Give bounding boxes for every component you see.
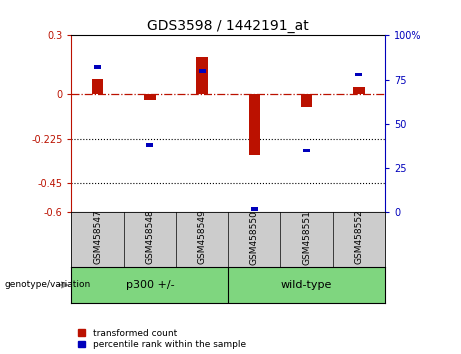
Text: wild-type: wild-type	[281, 280, 332, 290]
Bar	[353, 86, 365, 95]
Title: GDS3598 / 1442191_at: GDS3598 / 1442191_at	[148, 19, 309, 33]
Text: genotype/variation: genotype/variation	[5, 280, 91, 290]
Text: GSM458549: GSM458549	[198, 210, 207, 264]
Bar	[248, 95, 260, 155]
Text: GSM458551: GSM458551	[302, 210, 311, 264]
Bar	[355, 73, 362, 76]
Text: GSM458552: GSM458552	[355, 210, 363, 264]
Text: GSM458550: GSM458550	[250, 210, 259, 264]
Bar	[92, 79, 103, 95]
Text: GSM458547: GSM458547	[93, 210, 102, 264]
Text: GSM458548: GSM458548	[145, 210, 154, 264]
Bar	[303, 149, 310, 152]
Bar	[144, 95, 155, 100]
Bar	[199, 69, 206, 73]
Text: p300 +/-: p300 +/-	[125, 280, 174, 290]
Bar	[251, 207, 258, 211]
Bar	[147, 143, 153, 147]
Bar	[301, 95, 312, 107]
Bar	[196, 57, 208, 95]
Legend: transformed count, percentile rank within the sample: transformed count, percentile rank withi…	[78, 329, 246, 349]
Bar	[94, 65, 101, 69]
